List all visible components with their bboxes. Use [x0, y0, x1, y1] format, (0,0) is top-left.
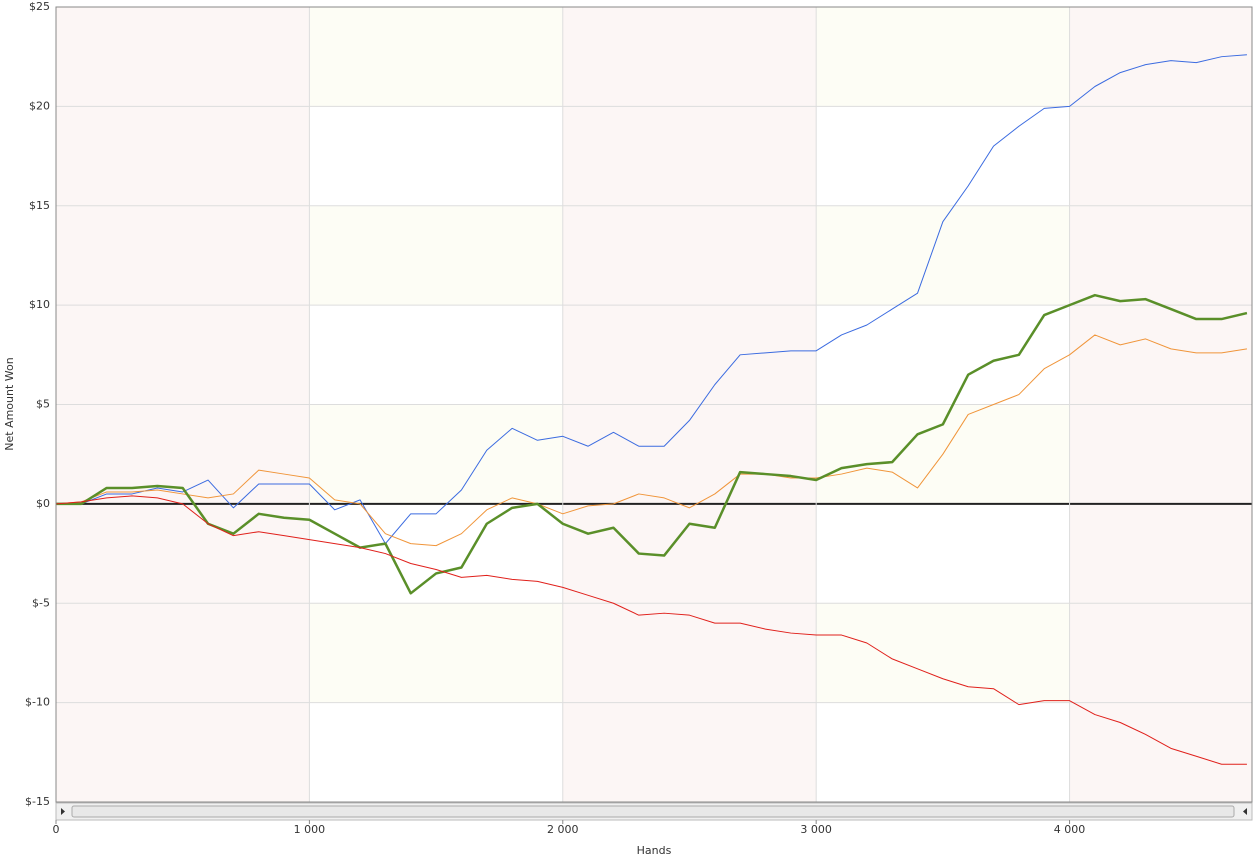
plot-border [55, 6, 1253, 803]
series-line [56, 293, 1248, 595]
y-tick-label: $0 [36, 497, 50, 510]
row-band [816, 7, 1070, 107]
y-tick-label: $-5 [32, 596, 50, 609]
series-line [55, 334, 1248, 547]
y-tick-label: $5 [36, 398, 50, 411]
row-band [309, 404, 563, 504]
y-axis-title: Net Amount Won [3, 357, 16, 450]
lines [55, 54, 1248, 765]
y-tick-label: $25 [29, 0, 50, 13]
x-tick-label: 1 000 [294, 823, 326, 836]
row-band [309, 603, 563, 703]
x-axis-title: Hands [637, 844, 672, 857]
y-tick-label: $10 [29, 298, 50, 311]
x-tick-label: 4 000 [1054, 823, 1086, 836]
y-tick-label: $-15 [25, 795, 50, 808]
x-tick-label: 3 000 [800, 823, 832, 836]
x-tick-label: 0 [53, 823, 60, 836]
row-band [816, 603, 1070, 703]
row-band [309, 205, 563, 306]
scroll-right[interactable] [1243, 808, 1247, 815]
x-tick-label: 2 000 [547, 823, 579, 836]
row-band [816, 205, 1070, 306]
scrollbar[interactable] [55, 802, 1253, 821]
y-tick-label: $15 [29, 199, 50, 212]
y-tick-label: $20 [29, 99, 50, 112]
series-line [56, 54, 1247, 545]
scroll-left[interactable] [61, 808, 65, 815]
scroll-thumb[interactable] [71, 805, 1235, 818]
y-tick-label: $-10 [25, 696, 50, 709]
row-band [309, 7, 563, 107]
series-line [55, 495, 1247, 765]
